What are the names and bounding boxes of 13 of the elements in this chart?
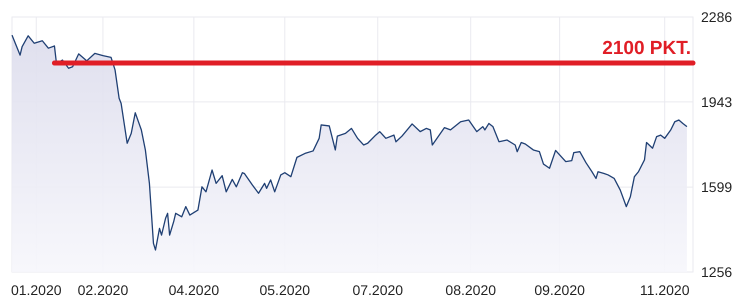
x-tick-label: 02.2020 [78, 282, 128, 298]
y-tick-label: 1599 [701, 179, 732, 196]
ref-line-label: 2100 PKT. [602, 38, 691, 60]
x-tick-label: 08.2020 [445, 282, 496, 298]
y-tick-label: 1256 [701, 264, 732, 280]
x-tick-label: 09.2020 [534, 282, 586, 298]
x-tick-label: 05.2020 [260, 282, 310, 298]
y-tick-label: 1943 [701, 94, 732, 110]
x-tick-label: 04.2020 [168, 282, 220, 298]
x-tick-label: 07.2020 [352, 282, 404, 298]
y-tick-label: 2286 [701, 9, 732, 25]
x-tick-label: 11.2020 [640, 282, 690, 298]
x-tick-label: 01.2020 [10, 282, 62, 298]
